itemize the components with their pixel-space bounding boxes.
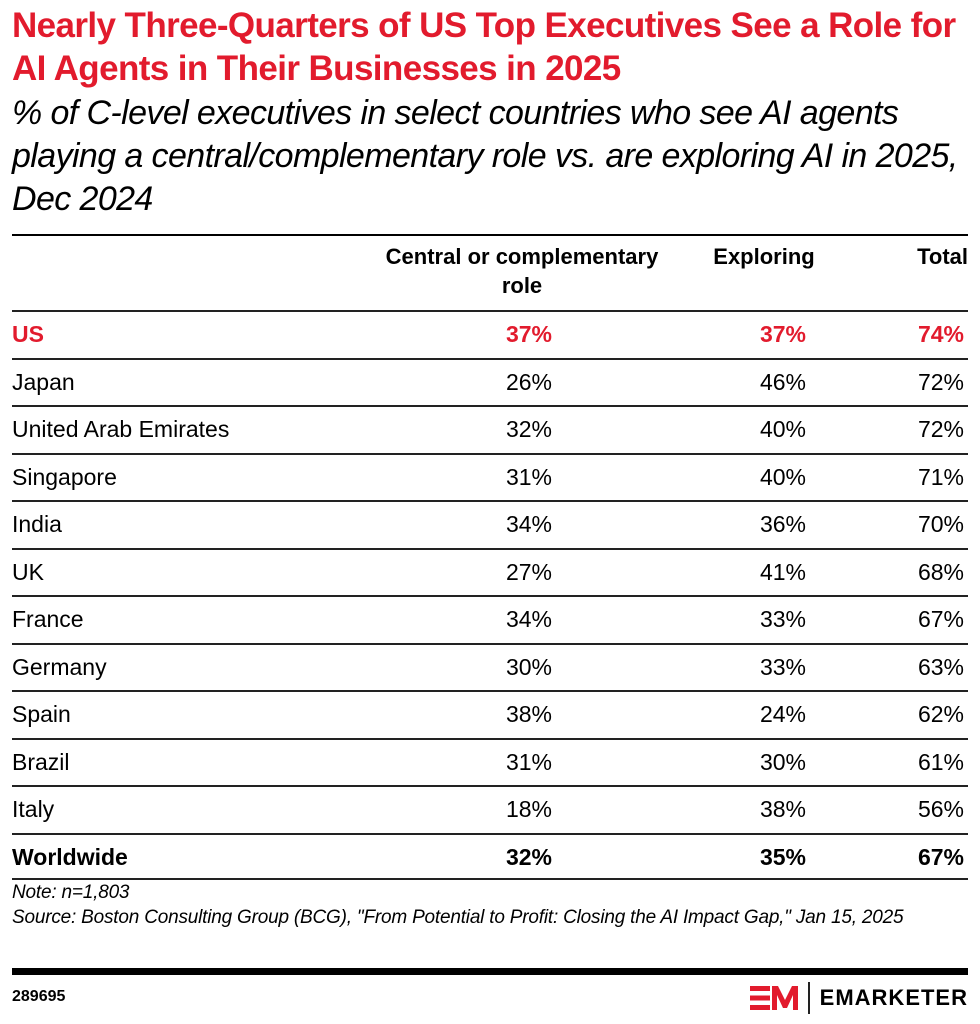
- row-label: UK: [12, 558, 44, 585]
- row-label: United Arab Emirates: [12, 416, 230, 442]
- cell-total: 68%: [917, 558, 964, 585]
- footnote: Note: n=1,803 Source: Boston Consulting …: [12, 880, 968, 930]
- brand-name: EMARKETER: [819, 985, 968, 1010]
- table-header: Central or complementary role Exploring …: [12, 236, 968, 310]
- cell-total: 72%: [917, 416, 964, 442]
- row-label: Spain: [12, 701, 71, 727]
- cell-total: 74%: [917, 321, 964, 347]
- brand-separator: [807, 982, 810, 1014]
- cell-exploring: 41%: [759, 558, 806, 585]
- cell-exploring: 30%: [759, 748, 806, 775]
- cell-central: 37%: [505, 321, 552, 347]
- cell-exploring: 40%: [759, 416, 806, 442]
- cell-total: 72%: [917, 368, 964, 395]
- cell-central: 26%: [505, 368, 552, 395]
- cell-exploring: 24%: [759, 701, 806, 727]
- table-row: Germany 30% 33% 63%: [12, 642, 968, 691]
- em-logo-icon: [749, 986, 798, 1010]
- cell-total: 70%: [917, 511, 964, 537]
- cell-exploring: 37%: [759, 321, 806, 347]
- table-row: Brazil 31% 30% 61%: [12, 737, 968, 786]
- cell-central: 32%: [505, 416, 552, 442]
- table-row: United Arab Emirates 32% 40% 72%: [12, 405, 968, 453]
- cell-central: 31%: [505, 748, 552, 775]
- table-row: UK 27% 41% 68%: [12, 547, 968, 596]
- cell-central: 38%: [505, 701, 552, 727]
- table-row: Worldwide 32% 35% 67%: [12, 832, 968, 880]
- table-row: Japan 26% 46% 72%: [12, 357, 968, 406]
- brand-logo: EMARKETER: [749, 982, 968, 1014]
- table-row: India 34% 36% 70%: [12, 500, 968, 548]
- row-label: Brazil: [12, 748, 70, 775]
- cell-total: 63%: [917, 653, 964, 680]
- cell-exploring: 46%: [759, 368, 806, 395]
- cell-exploring: 36%: [759, 511, 806, 537]
- chart-subtitle: % of C-level executives in select countr…: [12, 94, 958, 218]
- cell-exploring: 33%: [759, 653, 806, 680]
- row-label: Germany: [12, 653, 107, 680]
- cell-central: 27%: [505, 558, 552, 585]
- table-top-rule: [12, 234, 968, 236]
- row-label: Japan: [12, 368, 75, 395]
- cell-total: 67%: [917, 606, 964, 632]
- chart-title: Nearly Three-Quarters of US Top Executiv…: [12, 6, 956, 88]
- cell-central: 32%: [505, 843, 552, 870]
- column-header-total: Total: [917, 244, 968, 269]
- row-label: France: [12, 606, 84, 632]
- cell-total: 67%: [917, 843, 964, 870]
- cell-total: 61%: [917, 748, 964, 775]
- cell-exploring: 33%: [759, 606, 806, 632]
- cell-central: 34%: [505, 511, 552, 537]
- cell-central: 34%: [505, 606, 552, 632]
- footer-rule: [12, 968, 968, 975]
- column-header-central: Central or complementary role: [385, 244, 659, 298]
- row-label: Singapore: [12, 463, 117, 490]
- column-header-exploring: Exploring: [713, 244, 815, 269]
- row-label: US: [12, 321, 44, 347]
- cell-exploring: 35%: [759, 843, 806, 870]
- cell-exploring: 40%: [759, 463, 806, 490]
- row-label: Worldwide: [12, 843, 128, 870]
- source-text: Source: Boston Consulting Group (BCG), "…: [12, 907, 904, 928]
- chart-id: 289695: [12, 988, 66, 1005]
- row-label: Italy: [12, 796, 55, 822]
- cell-central: 31%: [505, 463, 552, 490]
- cell-total: 71%: [917, 463, 964, 490]
- cell-central: 30%: [505, 653, 552, 680]
- cell-total: 56%: [917, 796, 964, 822]
- cell-central: 18%: [505, 796, 552, 822]
- table-row: Italy 18% 38% 56%: [12, 785, 968, 833]
- note-text: Note: n=1,803: [12, 882, 130, 903]
- table-row: Singapore 31% 40% 71%: [12, 452, 968, 501]
- cell-exploring: 38%: [759, 796, 806, 822]
- table-row: France 34% 33% 67%: [12, 595, 968, 643]
- table-row: Spain 38% 24% 62%: [12, 690, 968, 738]
- table-row: US 37% 37% 74%: [12, 310, 968, 358]
- row-label: India: [12, 511, 62, 537]
- cell-total: 62%: [917, 701, 964, 727]
